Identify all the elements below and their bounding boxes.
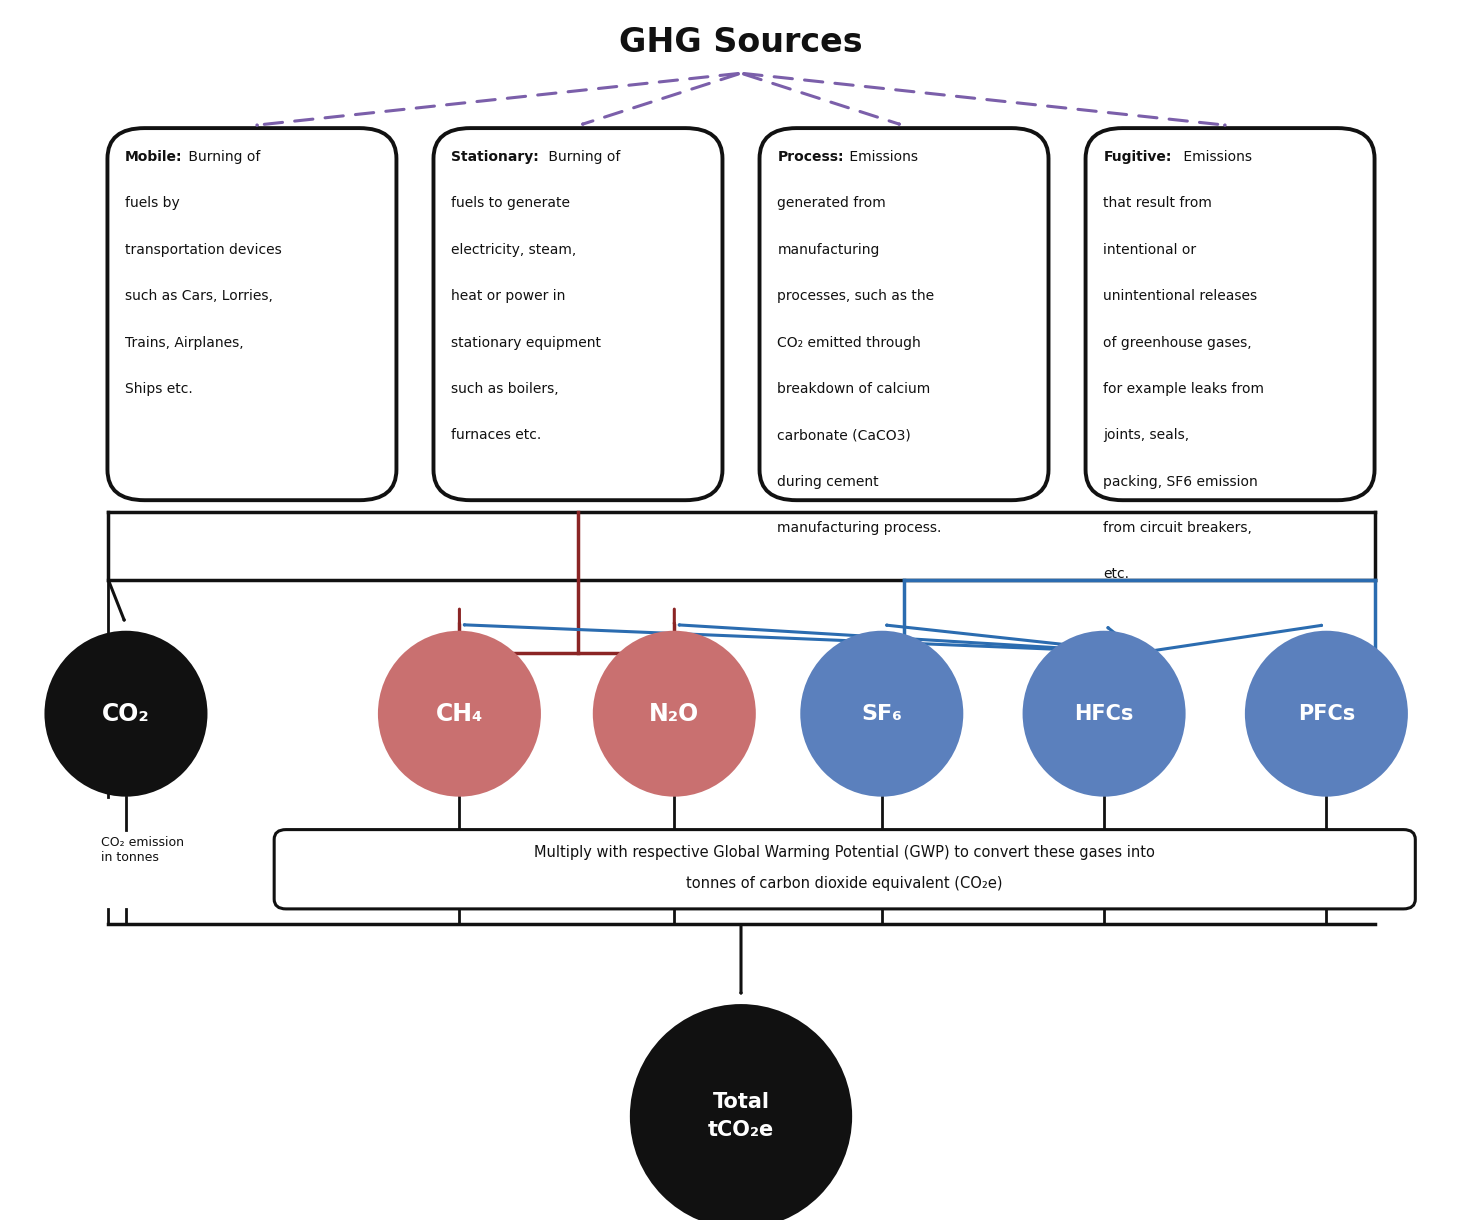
Ellipse shape: [1023, 631, 1186, 797]
Text: furnaces etc.: furnaces etc.: [451, 428, 541, 442]
Text: manufacturing process.: manufacturing process.: [777, 521, 941, 534]
Text: Stationary:: Stationary:: [451, 150, 539, 163]
Text: joints, seals,: joints, seals,: [1103, 428, 1190, 442]
Text: Process:: Process:: [777, 150, 843, 163]
Text: intentional or: intentional or: [1103, 243, 1196, 256]
Text: unintentional releases: unintentional releases: [1103, 289, 1257, 303]
Text: stationary equipment: stationary equipment: [451, 336, 602, 349]
Text: N₂O: N₂O: [649, 702, 700, 726]
Text: Trains, Airplanes,: Trains, Airplanes,: [124, 336, 245, 349]
Text: manufacturing: manufacturing: [777, 243, 880, 256]
Text: such as Cars, Lorries,: such as Cars, Lorries,: [124, 289, 273, 303]
Text: generated from: generated from: [777, 196, 886, 210]
Text: breakdown of calcium: breakdown of calcium: [777, 382, 931, 395]
Text: carbonate (CaCO3): carbonate (CaCO3): [777, 428, 911, 442]
Ellipse shape: [800, 631, 963, 797]
Text: PFCs: PFCs: [1298, 704, 1355, 723]
FancyBboxPatch shape: [107, 128, 397, 500]
Text: etc.: etc.: [1103, 567, 1129, 581]
Text: Ships etc.: Ships etc.: [124, 382, 193, 395]
Text: HFCs: HFCs: [1074, 704, 1134, 723]
Text: fuels by: fuels by: [124, 196, 179, 210]
Text: transportation devices: transportation devices: [124, 243, 282, 256]
Text: heat or power in: heat or power in: [451, 289, 566, 303]
FancyBboxPatch shape: [759, 128, 1049, 500]
Text: such as boilers,: such as boilers,: [451, 382, 559, 395]
Text: packing, SF6 emission: packing, SF6 emission: [1103, 475, 1258, 488]
Text: processes, such as the: processes, such as the: [777, 289, 935, 303]
Ellipse shape: [378, 631, 541, 797]
Text: of greenhouse gases,: of greenhouse gases,: [1103, 336, 1252, 349]
Text: CO₂: CO₂: [102, 702, 150, 726]
Ellipse shape: [593, 631, 756, 797]
Text: Fugitive:: Fugitive:: [1103, 150, 1172, 163]
Text: CH₄: CH₄: [436, 702, 483, 726]
Text: Burning of: Burning of: [544, 150, 621, 163]
Text: fuels to generate: fuels to generate: [451, 196, 571, 210]
Text: tonnes of carbon dioxide equivalent (CO₂e): tonnes of carbon dioxide equivalent (CO₂…: [686, 876, 1003, 892]
Text: Emissions: Emissions: [845, 150, 917, 163]
Text: CO₂ emitted through: CO₂ emitted through: [777, 336, 920, 349]
Text: GHG Sources: GHG Sources: [619, 26, 863, 60]
Text: electricity, steam,: electricity, steam,: [451, 243, 576, 256]
FancyBboxPatch shape: [1085, 128, 1375, 500]
Text: Total
tCO₂e: Total tCO₂e: [708, 1092, 774, 1141]
Ellipse shape: [630, 1004, 852, 1220]
Text: Mobile:: Mobile:: [124, 150, 182, 163]
Text: Emissions: Emissions: [1180, 150, 1252, 163]
Text: CO₂ emission
in tonnes: CO₂ emission in tonnes: [101, 836, 184, 864]
Text: for example leaks from: for example leaks from: [1103, 382, 1264, 395]
Text: from circuit breakers,: from circuit breakers,: [1103, 521, 1252, 534]
Text: during cement: during cement: [777, 475, 879, 488]
FancyBboxPatch shape: [274, 830, 1415, 909]
Text: that result from: that result from: [1103, 196, 1212, 210]
Text: Multiply with respective Global Warming Potential (GWP) to convert these gases i: Multiply with respective Global Warming …: [535, 844, 1154, 860]
Ellipse shape: [44, 631, 207, 797]
FancyBboxPatch shape: [433, 128, 723, 500]
Text: Burning of: Burning of: [184, 150, 261, 163]
Ellipse shape: [1245, 631, 1408, 797]
Text: SF₆: SF₆: [861, 704, 903, 723]
